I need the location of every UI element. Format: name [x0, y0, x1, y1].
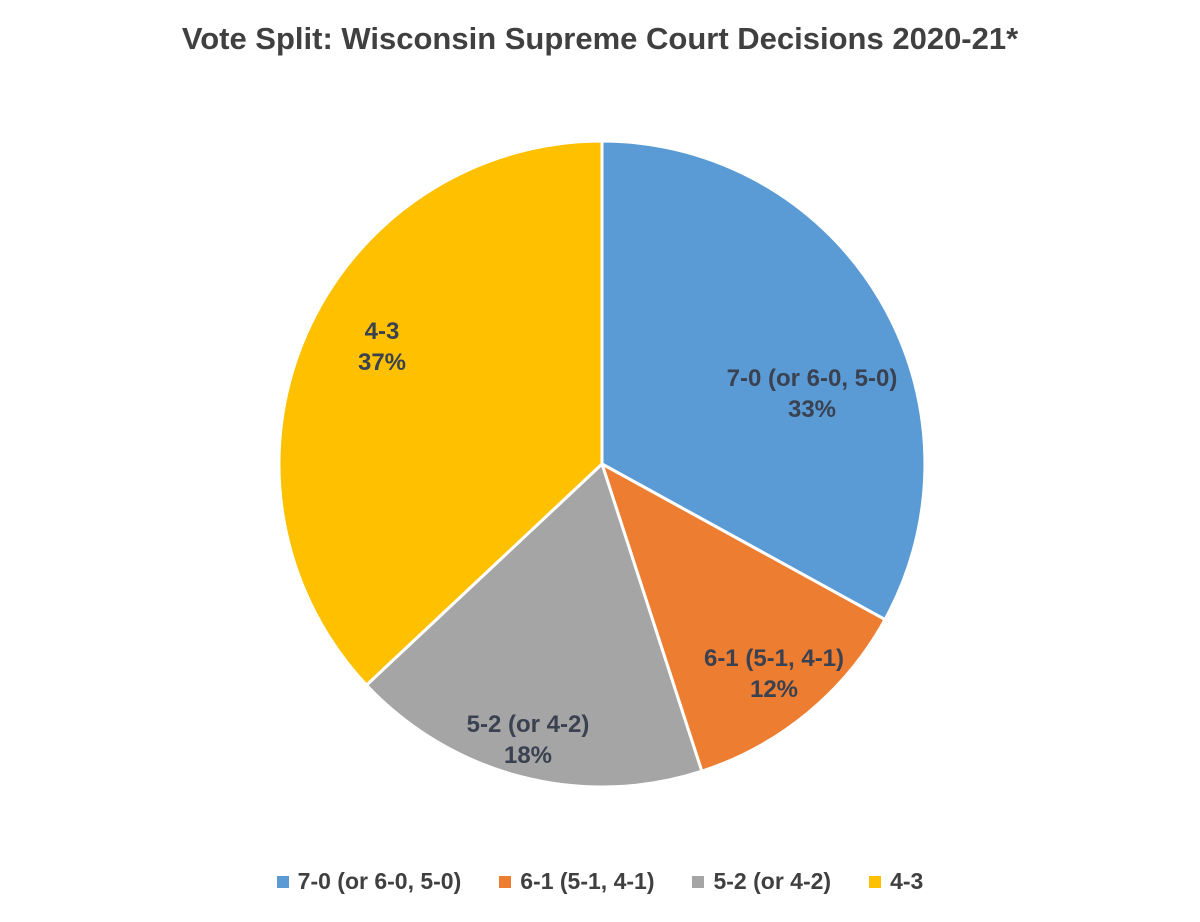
- slice-label-3: 5-2 (or 4-2) 18%: [467, 711, 590, 769]
- legend-item-1: 7-0 (or 6-0, 5-0): [276, 868, 462, 895]
- legend-item-2: 6-1 (5-1, 4-1): [499, 868, 654, 895]
- chart-title: Vote Split: Wisconsin Supreme Court Deci…: [181, 21, 1019, 56]
- slice-label-2: 6-1 (5-1, 4-1) 12%: [704, 645, 844, 703]
- legend-label: 4-3: [890, 868, 924, 894]
- legend-swatch-icon: [276, 875, 289, 888]
- pie-slice-1: [600, 139, 927, 622]
- slice-label-1: 7-0 (or 6-0, 5-0) 33%: [727, 365, 898, 423]
- slice-label-4: 4-3 37%: [358, 318, 406, 376]
- legend-label: 6-1 (5-1, 4-1): [520, 868, 655, 894]
- legend-label: 7-0 (or 6-0, 5-0): [297, 868, 462, 894]
- legend-item-3: 5-2 (or 4-2): [692, 868, 831, 895]
- legend-swatch-icon: [692, 875, 705, 888]
- pie-slice-3: [365, 462, 704, 789]
- legend-swatch-icon: [499, 875, 512, 888]
- legend-label: 5-2 (or 4-2): [713, 868, 832, 894]
- pie-slice-4: [277, 139, 604, 687]
- legend-item-4: 4-3: [869, 868, 923, 895]
- pie-slice-2: [600, 462, 887, 773]
- legend: 7-0 (or 6-0, 5-0) 6-1 (5-1, 4-1) 5-2 (or 4…: [0, 868, 1200, 895]
- legend-swatch-icon: [869, 875, 882, 888]
